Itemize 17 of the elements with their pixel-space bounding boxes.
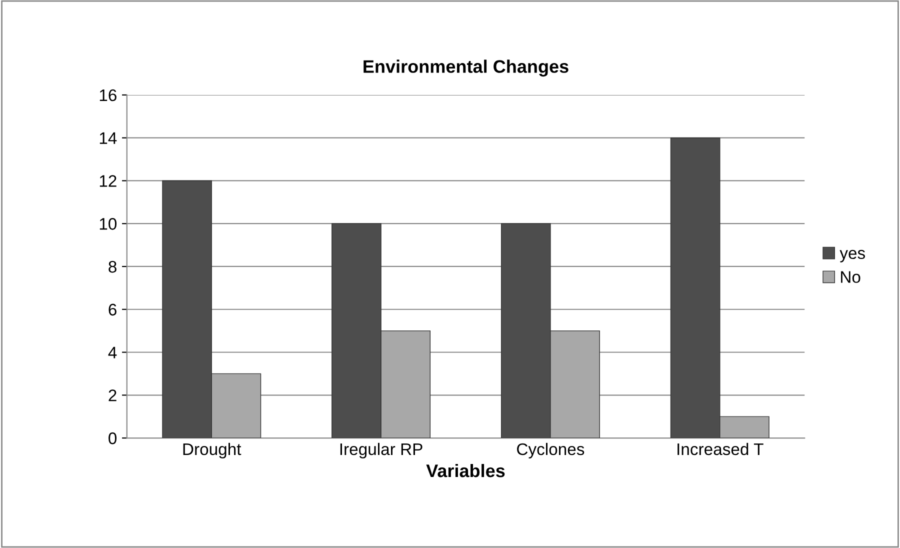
y-tick-label: 16 <box>100 89 116 102</box>
legend-label: No <box>841 271 860 283</box>
y-tick-label: 8 <box>108 260 116 273</box>
y-tick-label: 14 <box>100 132 117 144</box>
y-tick-label: 12 <box>100 175 116 187</box>
x-axis-title: Variables <box>426 464 505 478</box>
legend-label: yes <box>840 250 865 262</box>
chart-title: Environmental Changes <box>364 60 568 77</box>
x-tick-label: Cyclones <box>517 442 584 458</box>
y-tick-label: 0 <box>108 432 117 444</box>
x-tick-label: Drought <box>183 442 242 458</box>
y-tick-label: 6 <box>108 304 116 316</box>
x-tick-label: Increased T <box>678 442 764 456</box>
y-tick-label: 2 <box>108 390 116 402</box>
y-tick-label: 10 <box>100 218 117 230</box>
y-tick-label: 4 <box>108 346 117 358</box>
x-tick-label: Iregular RP <box>340 442 422 458</box>
